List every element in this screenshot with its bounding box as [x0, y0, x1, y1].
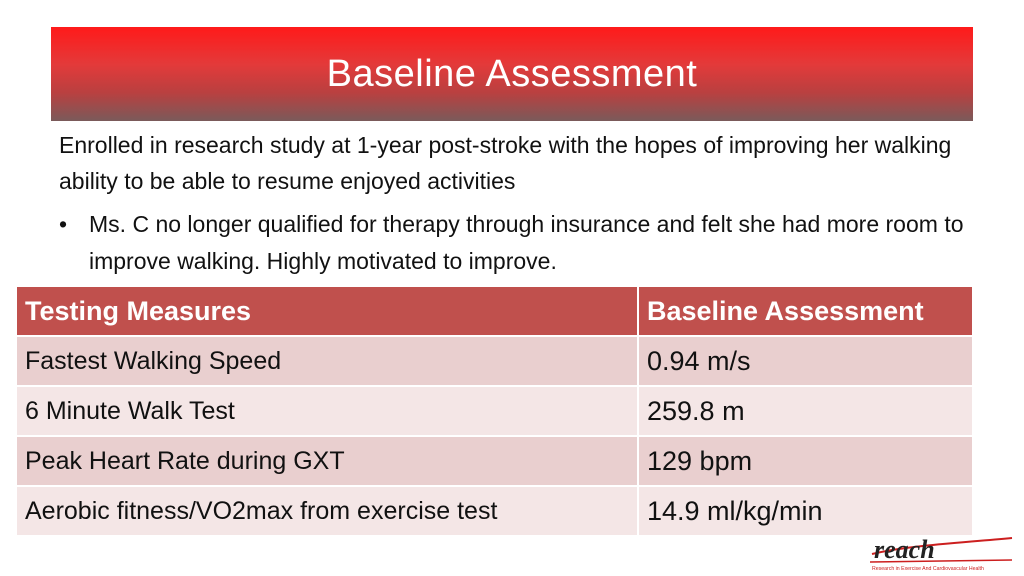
- value-cell: 259.8 m: [638, 385, 974, 436]
- table-row: 6 Minute Walk Test 259.8 m: [17, 385, 974, 436]
- bullet-text: Ms. C no longer qualified for therapy th…: [89, 211, 964, 274]
- measure-cell: Fastest Walking Speed: [17, 335, 639, 386]
- value-cell: 14.9 ml/kg/min: [638, 485, 974, 535]
- bullet-icon: •: [59, 211, 68, 237]
- bullet-item: • Ms. C no longer qualified for therapy …: [59, 206, 969, 280]
- measure-cell: Peak Heart Rate during GXT: [17, 435, 639, 486]
- logo-tagline: Research in Exercise And Cardiovascular …: [872, 566, 984, 572]
- table-header-row: Testing Measures Baseline Assessment: [17, 287, 974, 336]
- measure-cell: 6 Minute Walk Test: [17, 385, 639, 436]
- intro-paragraph: Enrolled in research study at 1-year pos…: [59, 132, 952, 194]
- table-row: Fastest Walking Speed 0.94 m/s: [17, 335, 974, 386]
- reach-logo-icon: [869, 537, 1013, 563]
- title-banner: Baseline Assessment: [51, 27, 973, 121]
- value-cell: 0.94 m/s: [638, 335, 974, 386]
- column-header-baseline: Baseline Assessment: [638, 287, 974, 336]
- logo-wordmark: reach: [874, 535, 935, 564]
- testing-measures-table: Testing Measures Baseline Assessment Fas…: [17, 287, 974, 535]
- value-cell: 129 bpm: [638, 435, 974, 486]
- reach-logo: reach Research in Exercise And Cardiovas…: [869, 535, 1013, 572]
- measure-cell: Aerobic fitness/VO2max from exercise tes…: [17, 485, 639, 535]
- page-title: Baseline Assessment: [326, 52, 698, 95]
- table-row: Aerobic fitness/VO2max from exercise tes…: [17, 485, 974, 535]
- table-row: Peak Heart Rate during GXT 129 bpm: [17, 435, 974, 486]
- column-header-measures: Testing Measures: [17, 287, 639, 336]
